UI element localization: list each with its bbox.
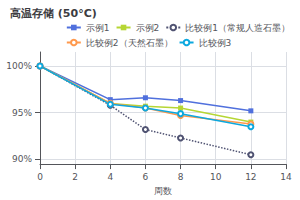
svg-text:90%: 90% xyxy=(12,154,32,164)
svg-text:比较例1（常规人造石墨）: 比较例1（常规人造石墨） xyxy=(185,23,290,33)
svg-text:10: 10 xyxy=(210,172,222,182)
svg-text:12: 12 xyxy=(245,172,256,182)
svg-text:示例2: 示例2 xyxy=(136,23,160,33)
svg-text:0: 0 xyxy=(37,172,43,182)
svg-text:8: 8 xyxy=(178,172,184,182)
svg-text:95%: 95% xyxy=(12,108,32,118)
svg-text:100%: 100% xyxy=(6,61,32,71)
svg-text:高温存储 (50°C): 高温存储 (50°C) xyxy=(10,7,97,20)
svg-text:4: 4 xyxy=(107,172,113,182)
svg-text:2: 2 xyxy=(72,172,78,182)
svg-text:比较例2（天然石墨）: 比较例2（天然石墨） xyxy=(86,38,173,48)
svg-text:比较例3: 比较例3 xyxy=(199,38,232,48)
svg-text:6: 6 xyxy=(143,172,149,182)
svg-text:14: 14 xyxy=(280,172,292,182)
svg-text:周数: 周数 xyxy=(154,186,172,196)
svg-text:示例1: 示例1 xyxy=(86,23,110,33)
